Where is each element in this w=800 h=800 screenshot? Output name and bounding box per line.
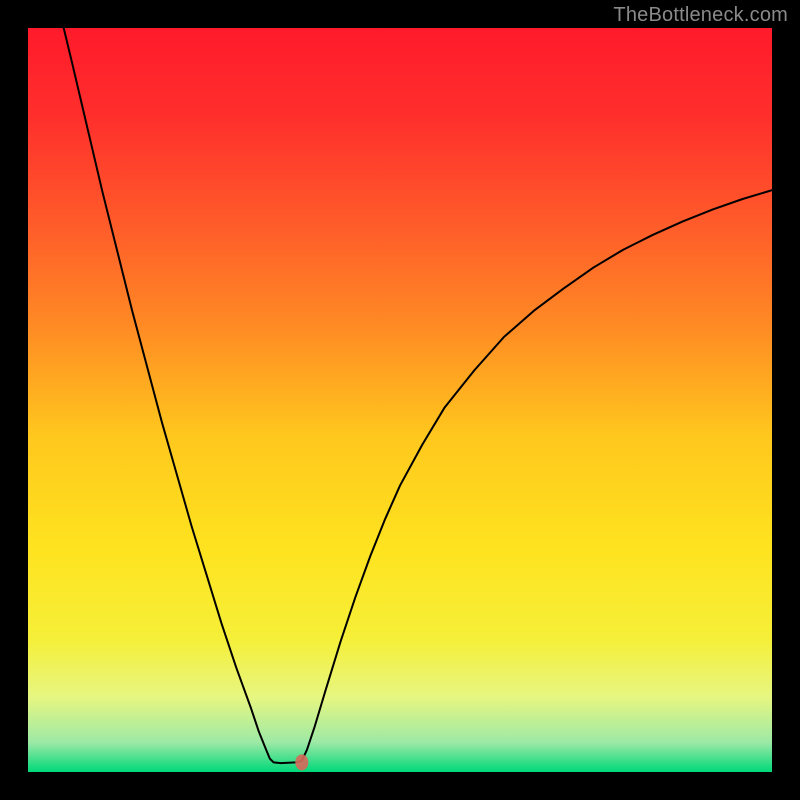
optimal-marker [295,754,308,770]
plot-curve-layer [28,28,772,772]
watermark-text: TheBottleneck.com [613,4,788,27]
bottleneck-curve [64,28,772,763]
